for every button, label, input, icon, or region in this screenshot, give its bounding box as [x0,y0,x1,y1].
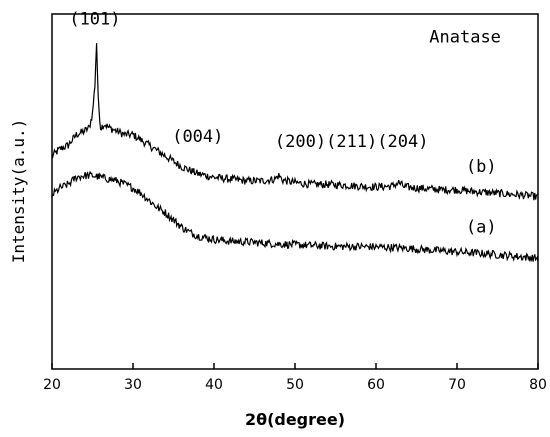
annotation-label: Anatase [429,27,501,47]
y-axis-title: Intensity(a.u.) [9,119,28,264]
x-tick-label: 80 [529,377,547,393]
x-tick-label: 40 [205,377,223,393]
annotation-label: (b) [466,157,497,177]
series-line-b [51,43,539,201]
annotation-label: (101) [69,10,120,30]
plot-frame [51,13,539,370]
x-tick-label: 30 [124,377,142,393]
annotation-label: (004) [172,127,223,147]
annotation-label: (a) [466,217,497,237]
x-tick-label: 60 [367,377,385,393]
annotation-layer: (101) Anatase (004) (200)(211)(204) (b) (a) [69,10,501,238]
series-line-a [51,170,539,263]
x-axis-title: 2θ(degree) [245,410,345,429]
annotation-label: (200)(211)(204) [275,132,429,152]
x-axis-ticks: 20 30 40 50 60 70 80 [43,363,547,393]
x-tick-label: 50 [286,377,304,393]
x-tick-label: 20 [43,377,61,393]
series-layer [51,43,539,263]
x-tick-label: 70 [448,377,466,393]
